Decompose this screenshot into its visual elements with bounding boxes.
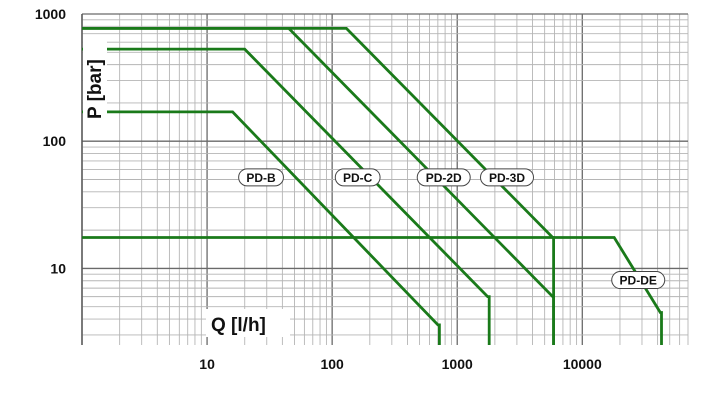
y-axis-label: P [bar] [85, 59, 106, 119]
series-label-bubble [238, 168, 284, 187]
x-axis-label-bg [206, 309, 290, 337]
series-label-pd-2d: PD-2D [426, 171, 462, 185]
series-label-bubble [611, 271, 666, 290]
series-label-bubble [334, 168, 381, 187]
x-tick-label: 100 [320, 356, 344, 372]
series-label-bubble [479, 168, 534, 187]
y-tick-label: 10 [50, 260, 66, 276]
series-label-bubble [416, 168, 471, 187]
series-line-pd-de [82, 236, 663, 345]
series-label-pd-b: PD-B [246, 171, 276, 185]
series-line-pd-c [82, 47, 491, 345]
x-axis-label: Q [l/h] [211, 315, 266, 336]
series-labels: PD-B PD-C PD-2D PD-3D PD-DE [238, 168, 666, 290]
series-label-pd-3d: PD-3D [489, 171, 525, 185]
series-label-pd-de: PD-DE [620, 274, 657, 288]
y-tick-label: 1000 [35, 6, 66, 22]
series-line-pd-2d [82, 26, 555, 345]
series-line-pd-3d [82, 26, 555, 345]
y-axis-label-bg [83, 38, 107, 122]
series-label-pd-c: PD-C [343, 171, 373, 185]
y-tick-label: 100 [43, 133, 67, 149]
tick-labels: 10 100 1000 10000 10 100 1000 [35, 6, 602, 372]
series-line-pd-b [82, 110, 441, 345]
x-tick-label: 10 [199, 356, 215, 372]
series-lines [82, 26, 663, 345]
grid [81, 13, 689, 345]
x-tick-label: 1000 [442, 356, 473, 372]
x-tick-label: 10000 [563, 356, 602, 372]
